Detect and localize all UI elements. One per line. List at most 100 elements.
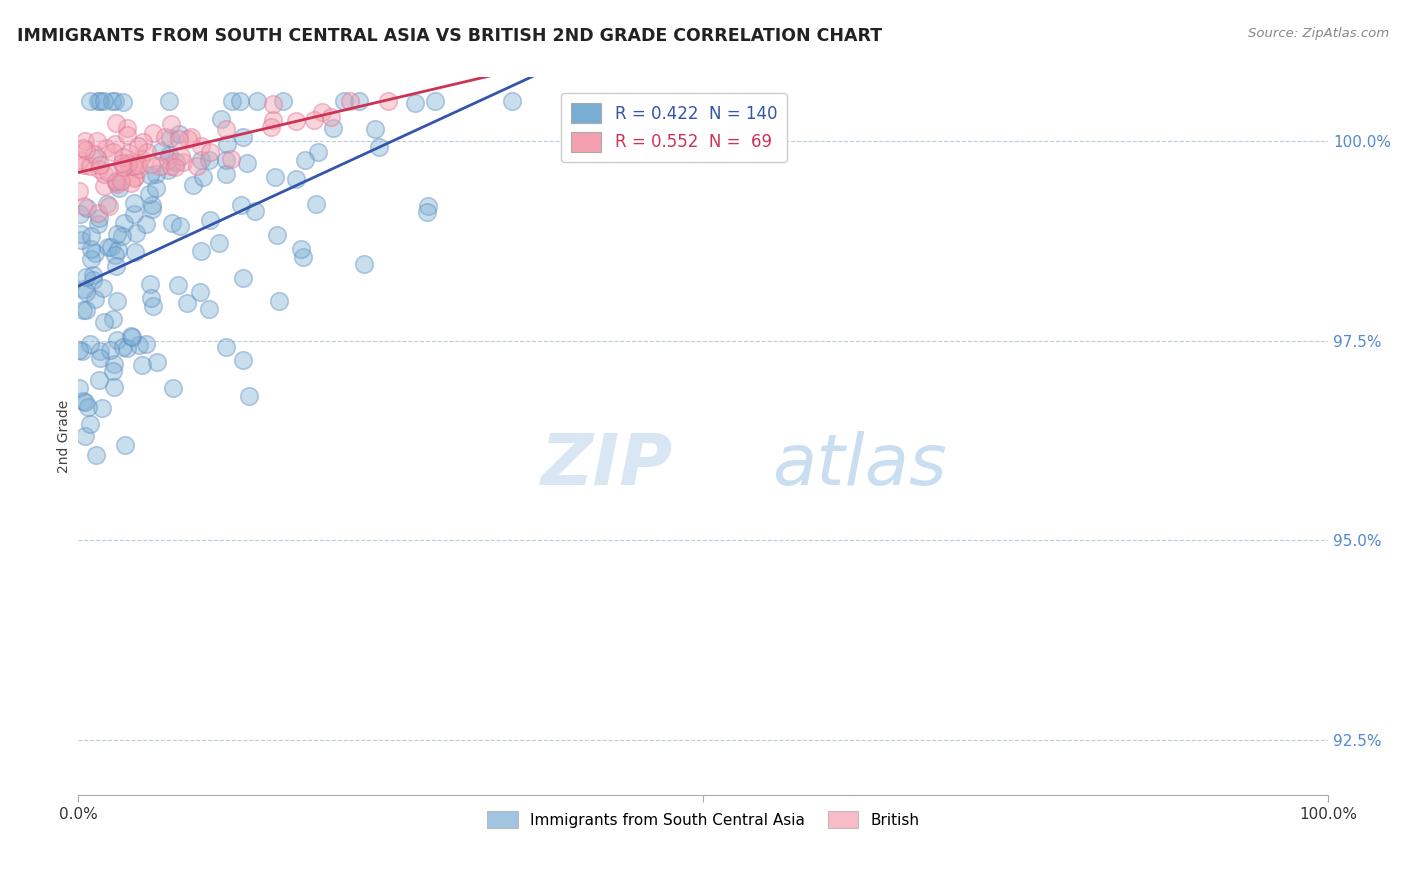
Point xyxy=(139,156,162,170)
Point xyxy=(198,301,221,316)
Y-axis label: 2nd Grade: 2nd Grade xyxy=(58,400,72,473)
Point xyxy=(67,343,90,357)
Point xyxy=(149,159,172,173)
Point xyxy=(104,248,127,262)
Point xyxy=(238,389,260,403)
Point xyxy=(368,140,391,154)
Point xyxy=(87,95,110,109)
Point xyxy=(96,197,118,211)
Point xyxy=(136,145,159,160)
Point xyxy=(97,165,120,179)
Point xyxy=(79,337,101,351)
Text: IMMIGRANTS FROM SOUTH CENTRAL ASIA VS BRITISH 2ND GRADE CORRELATION CHART: IMMIGRANTS FROM SOUTH CENTRAL ASIA VS BR… xyxy=(17,27,882,45)
Point xyxy=(165,155,187,169)
Point xyxy=(104,115,127,129)
Point xyxy=(104,174,127,188)
Legend: Immigrants from South Central Asia, British: Immigrants from South Central Asia, Brit… xyxy=(481,805,925,834)
Point xyxy=(160,117,183,131)
Point xyxy=(229,198,252,212)
Point xyxy=(290,242,312,256)
Point xyxy=(262,112,284,127)
Point xyxy=(138,168,160,182)
Point xyxy=(221,152,243,166)
Point xyxy=(127,161,149,176)
Point xyxy=(107,227,129,241)
Point xyxy=(91,280,114,294)
Point xyxy=(83,146,105,161)
Point xyxy=(176,296,198,310)
Point xyxy=(84,448,107,462)
Point xyxy=(221,95,243,109)
Point xyxy=(93,95,115,109)
Point xyxy=(131,358,153,372)
Point xyxy=(127,158,149,172)
Point xyxy=(264,169,287,184)
Point xyxy=(157,95,180,109)
Point xyxy=(73,282,96,296)
Point xyxy=(84,245,107,260)
Point xyxy=(93,315,115,329)
Point xyxy=(124,170,146,185)
Point xyxy=(79,417,101,432)
Point xyxy=(145,181,167,195)
Point xyxy=(172,154,194,169)
Point xyxy=(159,159,181,173)
Point xyxy=(77,400,100,414)
Point xyxy=(160,216,183,230)
Point xyxy=(423,95,446,109)
Point xyxy=(104,175,127,189)
Point xyxy=(132,136,155,150)
Point xyxy=(353,257,375,271)
Point xyxy=(269,294,291,309)
Point xyxy=(501,95,523,109)
Point xyxy=(93,178,115,193)
Point xyxy=(190,244,212,258)
Point xyxy=(198,213,221,227)
Point xyxy=(284,114,307,128)
Point xyxy=(97,198,120,212)
Text: atlas: atlas xyxy=(772,431,946,500)
Point xyxy=(347,95,370,109)
Point xyxy=(115,120,138,135)
Point xyxy=(232,271,254,285)
Point xyxy=(124,170,146,185)
Point xyxy=(190,139,212,153)
Point xyxy=(87,211,110,225)
Point xyxy=(114,438,136,452)
Point xyxy=(190,153,212,167)
Point xyxy=(404,95,426,110)
Point xyxy=(177,132,200,146)
Point xyxy=(89,351,111,366)
Point xyxy=(142,126,165,140)
Point xyxy=(73,158,96,172)
Point xyxy=(302,113,325,128)
Point xyxy=(266,228,288,243)
Point xyxy=(105,294,128,309)
Point xyxy=(292,251,315,265)
Point xyxy=(100,240,122,254)
Point xyxy=(86,134,108,148)
Point xyxy=(214,340,236,354)
Point xyxy=(117,341,139,355)
Point xyxy=(418,199,440,213)
Point xyxy=(141,198,163,212)
Point xyxy=(232,353,254,368)
Point xyxy=(117,156,139,170)
Point xyxy=(86,151,108,165)
Point xyxy=(339,95,361,109)
Text: Source: ZipAtlas.com: Source: ZipAtlas.com xyxy=(1249,27,1389,40)
Point xyxy=(110,174,132,188)
Point xyxy=(129,153,152,167)
Point xyxy=(91,401,114,416)
Point xyxy=(103,380,125,394)
Point xyxy=(197,153,219,167)
Point xyxy=(215,153,238,167)
Point xyxy=(135,217,157,231)
Point xyxy=(305,197,328,211)
Point xyxy=(162,381,184,395)
Point xyxy=(200,145,222,160)
Point xyxy=(120,176,142,190)
Point xyxy=(118,145,141,160)
Text: ZIP: ZIP xyxy=(541,431,673,500)
Point xyxy=(122,159,145,173)
